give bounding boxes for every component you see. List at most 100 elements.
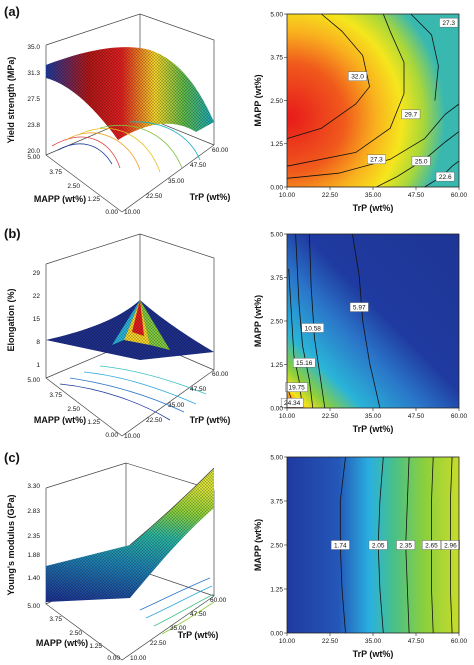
- panel-c-xtick-label: 60.00: [451, 638, 468, 645]
- panel-b-trp-tick: 35.00: [168, 402, 185, 409]
- panel-c-ytick-label: 5.00: [270, 454, 283, 461]
- panel-a-zlabel: Yield strength (MPa): [6, 57, 16, 144]
- panel-c-contour-label-box: [330, 540, 350, 550]
- panel-b-contour-line: [352, 233, 381, 409]
- panel-b-contour-line: [288, 268, 303, 409]
- panel-a-trp-tick: 10.00: [124, 209, 141, 216]
- panel-b-contour-label: 15.16: [296, 360, 313, 367]
- panel-b-mapp-tick: 3.75: [49, 392, 62, 399]
- panel-c-xtick-label: 47.50: [408, 638, 425, 645]
- panel-a-contour-label: 22.6: [439, 174, 452, 181]
- panel-a-ytick-label: 5.00: [270, 11, 283, 18]
- panel-b-ytick-label: 0.00: [270, 405, 283, 412]
- panel-c-ztick: 2.83: [27, 508, 40, 515]
- panel-b-trp-label: TrP (wt%): [190, 415, 231, 425]
- panel-a-contour-label: 25.0: [415, 158, 428, 165]
- panel-a-xtick-label: 10.00: [279, 192, 296, 199]
- panel-b-ztick: 15: [33, 316, 41, 323]
- panel-b-zlabel: Elongation (%): [6, 289, 16, 352]
- panel-c-trp-tick: 35.00: [170, 625, 187, 632]
- panel-b-contour-label-box: [293, 358, 316, 368]
- panel-b-xtick-label: 60.00: [451, 413, 468, 420]
- panel-a-contour-line: [286, 13, 405, 167]
- panel-c-mapp-tick: 1.25: [89, 643, 102, 650]
- panel-c-contour-label-box: [396, 540, 416, 550]
- panel-b-mapp-label: MAPP (wt%): [34, 415, 86, 425]
- panel-b-xtick-label: 22.50: [322, 413, 339, 420]
- panel-c-ytick-label: 2.50: [270, 542, 283, 549]
- panel-b-trp-tick: 22.50: [146, 417, 163, 424]
- panel-a-xtick-label: 47.50: [408, 192, 425, 199]
- panel-a-contour-label-box: [348, 71, 367, 81]
- panel-a-mapp-tick: 3.75: [49, 169, 62, 176]
- panel-b-heatmap-fill: [287, 234, 459, 408]
- panel-c-ytick-label: 0.00: [270, 630, 283, 637]
- panel-a-ytick-label: 3.75: [270, 55, 283, 62]
- panel-a-contour-label-box: [411, 156, 431, 166]
- panel-b-mapp-tick: 5.00: [27, 377, 40, 384]
- panel-b-ytick-label: 2.50: [270, 318, 283, 325]
- panel-a-ztick: 31.3: [27, 70, 40, 77]
- panel-b-mapp-tick: 0.00: [105, 432, 118, 439]
- panel-a-surface: Yield strength (MPa) 35.0 31.3 27.5 23.8…: [6, 13, 231, 216]
- panel-a-trp-tick: 60.00: [212, 147, 229, 154]
- panel-a-mapp-tick: 0.00: [105, 209, 118, 216]
- panel-a-trp-label: TrP (wt%): [190, 192, 231, 202]
- panel-b-contour-ylabel: MAPP (wt%): [253, 295, 263, 347]
- panel-c-contour-label: 1.74: [334, 542, 347, 549]
- panel-c-contour-xlabel: TrP (wt%): [353, 649, 394, 659]
- panel-b-contour-line: [309, 233, 326, 409]
- panel-b-mapp-tick: 2.50: [67, 406, 80, 413]
- panel-b-ztick: 8: [36, 339, 40, 346]
- panel-b-contour-xlabel: TrP (wt%): [353, 424, 394, 434]
- panel-c-trp-label: TrP (wt%): [178, 630, 219, 640]
- panel-c-ztick: 3.30: [27, 483, 40, 490]
- panel-b-xtick-label: 47.50: [408, 413, 425, 420]
- panel-a-xtick-label: 35.00: [365, 192, 382, 199]
- panel-c-surface: Young's modulus (GPa) 3.30 2.83 2.35 1.8…: [6, 462, 227, 662]
- panel-a-ztick: 23.8: [27, 122, 40, 129]
- panel-c-contour-label: 2.96: [444, 542, 457, 549]
- panel-a-ztick: 20.0: [27, 148, 40, 155]
- panel-b-trp-tick: 47.50: [190, 386, 207, 393]
- panel-c-xtick-label: 35.00: [365, 638, 382, 645]
- panel-c-contour-label: 2.05: [372, 542, 385, 549]
- panel-c-xtick-label: 22.50: [322, 638, 339, 645]
- panel-a-trp-tick: 22.50: [146, 193, 163, 200]
- panel-b-trp-tick: 60.00: [212, 371, 229, 378]
- panel-a-contour-line: [286, 13, 371, 139]
- panel-b-xtick-label: 35.00: [365, 413, 382, 420]
- panel-c-letter: (c): [4, 450, 20, 465]
- panel-c-contour-label-box: [368, 540, 388, 550]
- panel-a-letter: (a): [4, 4, 20, 19]
- panel-c-contour-label-box: [441, 540, 460, 550]
- panel-a-ztick: 27.5: [27, 96, 40, 103]
- panel-c-mapp-tick: 5.00: [27, 603, 40, 610]
- panel-a-contour-label-box: [439, 17, 459, 28]
- panel-a-ytick-label: 1.25: [270, 141, 283, 148]
- panel-c-ztick: 2.35: [27, 533, 40, 540]
- panel-a-contour-label-box: [367, 154, 386, 165]
- panel-b-letter: (b): [4, 226, 21, 241]
- panel-b-contour-line: [295, 233, 314, 409]
- panel-b-contour-label: 24.34: [284, 400, 301, 407]
- panel-a-trp-tick: 47.50: [190, 162, 207, 169]
- panel-b-contour-label-box: [301, 323, 324, 333]
- panel-b-ytick-label: 3.75: [270, 275, 283, 282]
- panel-c-mapp-tick: 3.75: [49, 616, 62, 623]
- panel-a-contour-ylabel: MAPP (wt%): [253, 74, 263, 126]
- panel-c-mapp-tick: 2.50: [69, 630, 82, 637]
- panel-b-ztick: 29: [33, 270, 41, 277]
- panel-b-ytick-label: 1.25: [270, 362, 283, 369]
- panel-a-mapp-tick: 2.50: [67, 183, 80, 190]
- panel-a-contour-label-box: [401, 109, 421, 120]
- panel-b-mapp-tick: 1.25: [87, 419, 100, 426]
- panel-c-contour-label: 2.35: [399, 542, 412, 549]
- panel-a-xtick-label: 22.50: [322, 192, 339, 199]
- panel-b-contour-label: 5.97: [353, 304, 366, 311]
- panel-c-floor-contours: [139, 577, 215, 635]
- panel-c-ytick-label: 3.75: [270, 498, 283, 505]
- panel-b-contour-label: 19.75: [288, 385, 305, 392]
- panel-a-mapp-tick: 1.25: [87, 196, 100, 203]
